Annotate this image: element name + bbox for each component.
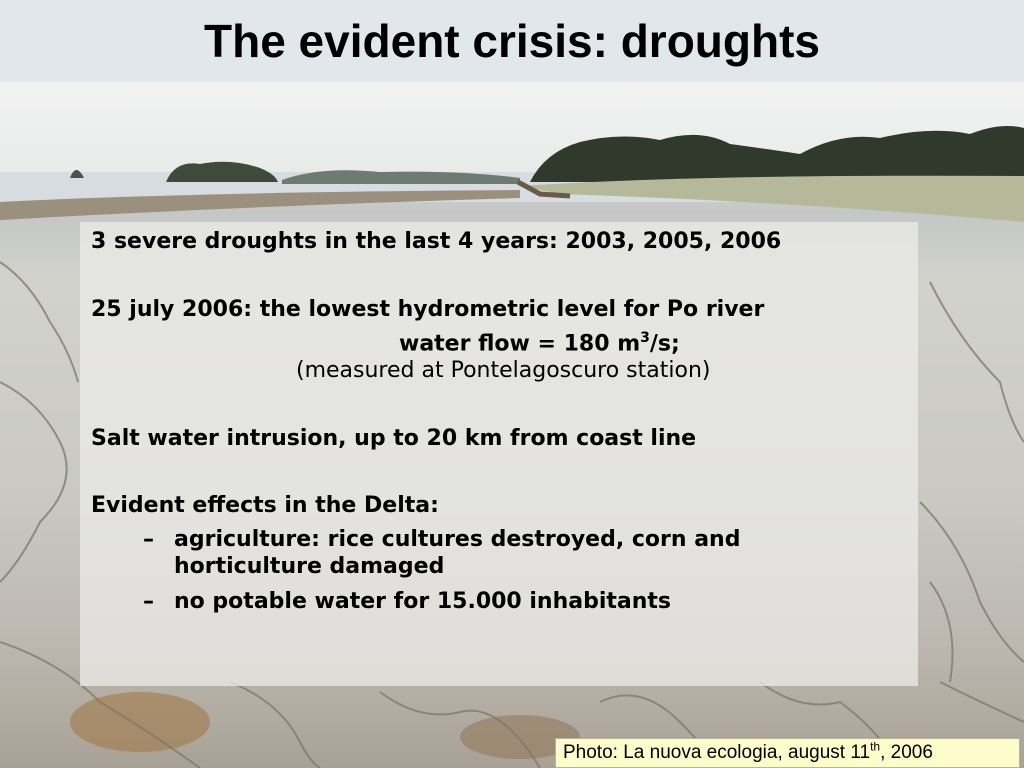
photo-credit-superscript: th	[870, 739, 881, 754]
water-flow-unit: /s;	[649, 331, 680, 357]
mud-band	[0, 190, 520, 220]
crack-lines	[0, 261, 1024, 768]
water-flow-text: water flow = 180 m	[399, 331, 641, 357]
photo-credit-year: , 2006	[880, 742, 933, 763]
bullet-droughts: 3 severe droughts in the last 4 years: 2…	[91, 229, 782, 254]
rust-patch-mid	[460, 715, 580, 759]
sub-bullet-potable-water: no potable water for 15.000 inhabitants	[174, 589, 672, 614]
photo-credit: Photo: La nuova ecologia, august 11th, 2…	[555, 738, 1020, 768]
tree-small	[70, 170, 84, 178]
grass-bank	[520, 175, 1024, 222]
trees-left	[166, 161, 278, 182]
driftwood	[516, 179, 571, 199]
trees-mid	[282, 170, 520, 184]
bullet-water-flow: water flow = 180 m3/s;	[399, 324, 680, 358]
bullet-delta-effects: Evident effects in the Delta:	[91, 493, 439, 518]
water-flow-superscript: 3	[640, 330, 650, 346]
photo-drawing	[0, 126, 1024, 768]
slide-title: The evident crisis: droughts	[204, 15, 820, 67]
dash-marker-1: –	[143, 527, 154, 552]
sub-bullet-agriculture-cont: horticulture damaged	[174, 554, 445, 579]
photo-credit-text: Photo: La nuova ecologia, august 11	[563, 742, 871, 763]
rust-patch-left	[70, 692, 210, 752]
dash-marker-2: –	[143, 589, 154, 614]
bullet-hydrometric-level: 25 july 2006: the lowest hydrometric lev…	[91, 297, 765, 322]
bullet-salt-water: Salt water intrusion, up to 20 km from c…	[91, 426, 697, 451]
title-band	[0, 0, 1024, 82]
text-panel	[80, 222, 918, 686]
bullet-measurement-station: (measured at Pontelagoscuro station)	[296, 358, 711, 383]
sub-bullet-agriculture: agriculture: rice cultures destroyed, co…	[174, 527, 741, 552]
trees-right	[530, 126, 1024, 182]
